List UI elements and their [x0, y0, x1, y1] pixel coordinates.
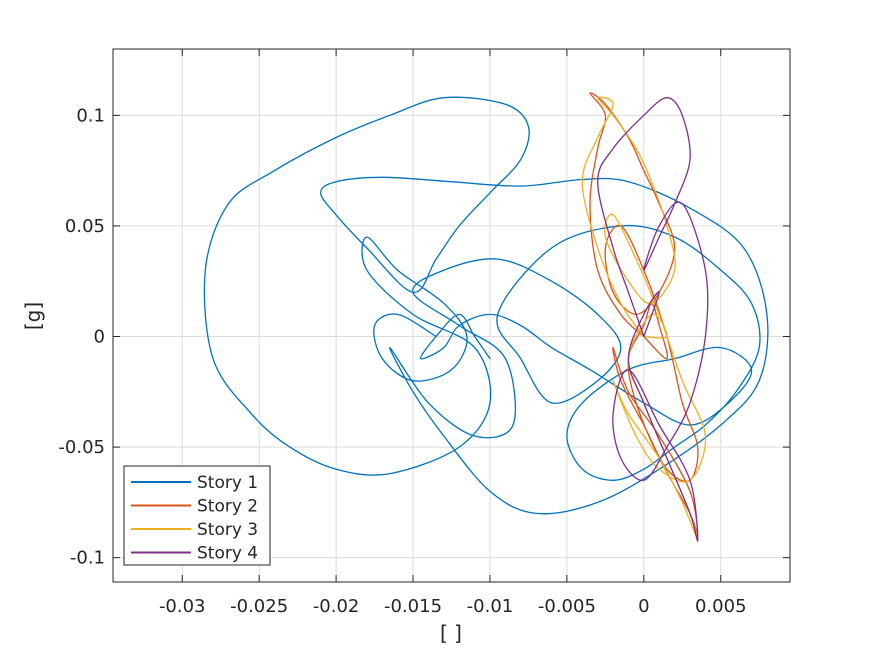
- series-layer: [203, 92, 769, 542]
- x-tick-label: -0.015: [384, 596, 442, 617]
- y-tick-label: 0.1: [76, 105, 105, 126]
- x-tick-label: -0.005: [538, 596, 596, 617]
- y-tick-labels: -0.1 -0.05 0 0.05 0.1: [58, 105, 105, 568]
- x-tick-labels: -0.03 -0.025 -0.02 -0.015 -0.01 -0.005 0 0.005: [159, 596, 747, 617]
- legend-label-story-4: Story 4: [197, 544, 258, 564]
- x-tick-label: -0.03: [159, 596, 206, 617]
- x-axis-label: [ ]: [440, 621, 462, 645]
- x-tick-label: 0: [638, 596, 649, 617]
- x-tick-label: -0.02: [313, 596, 360, 617]
- legend: Story 1 Story 2 Story 3 Story 4: [123, 465, 271, 566]
- legend-label-story-3: Story 3: [197, 520, 258, 540]
- x-tick-label: -0.01: [467, 596, 514, 617]
- y-axis-label: [g]: [21, 302, 45, 330]
- y-tick-label: 0.05: [65, 216, 105, 237]
- legend-items: Story 1 Story 2 Story 3 Story 4: [131, 473, 258, 564]
- x-tick-label: 0.005: [695, 596, 747, 617]
- series-line-story-2: [589, 92, 699, 537]
- tick-marks: [113, 49, 790, 582]
- y-tick-label: 0: [94, 327, 105, 348]
- y-tick-label: -0.1: [70, 548, 105, 569]
- x-tick-label: -0.025: [230, 596, 288, 617]
- legend-label-story-1: Story 1: [197, 473, 258, 493]
- legend-label-story-2: Story 2: [197, 497, 258, 517]
- series-line-story-4: [597, 97, 709, 542]
- y-tick-label: -0.05: [58, 437, 105, 458]
- axes-box: [112, 48, 791, 583]
